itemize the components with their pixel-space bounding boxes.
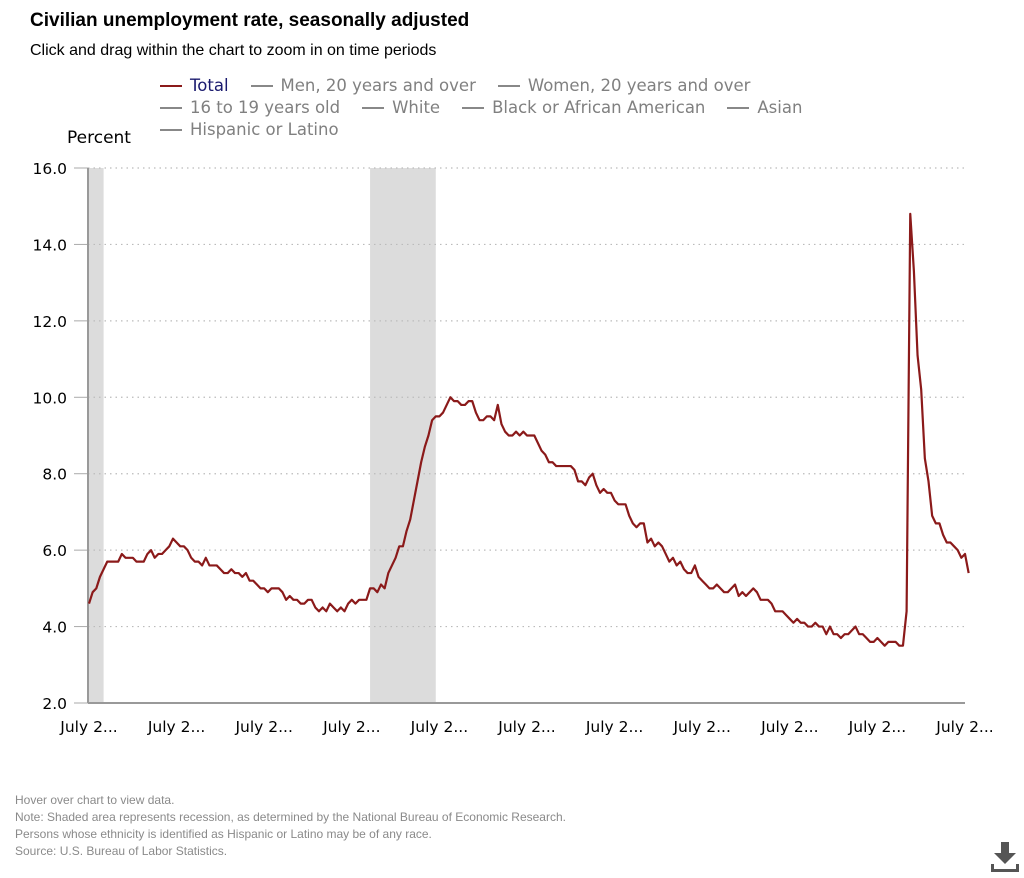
- note-source: Source: U.S. Bureau of Labor Statistics.: [15, 844, 228, 858]
- legend-swatch: [362, 107, 385, 109]
- download-icon: [991, 842, 1019, 872]
- legend-item-women-20-years-and-over[interactable]: Women, 20 years and over: [497, 75, 751, 97]
- chart-title: Civilian unemployment rate, seasonally a…: [30, 10, 470, 31]
- legend-item-white[interactable]: White: [362, 97, 440, 119]
- x-tick-label: July 2...: [322, 718, 380, 736]
- x-tick-label: July 2...: [234, 718, 292, 736]
- recession-band: [89, 168, 104, 703]
- x-tick-label: July 2...: [935, 718, 993, 736]
- note-recession: Note: Shaded area represents recession, …: [15, 810, 566, 824]
- x-tick-label: July 2...: [760, 718, 818, 736]
- chart-plot[interactable]: 2.04.06.08.010.012.014.016.0 July 2... Ju…: [0, 0, 1024, 760]
- legend: Total Men, 20 years and over Women, 20 yea…: [160, 75, 880, 141]
- x-tick-label: July 2...: [147, 718, 205, 736]
- y-axis-ticks: 2.0 4.0 6.0 8.0 10.0 12.0 14.0 16.0: [32, 160, 88, 713]
- legend-row: Hispanic or Latino: [160, 119, 880, 141]
- series-lines[interactable]: [87, 212, 970, 647]
- legend-label: White: [392, 98, 441, 117]
- y-tick-label: 2.0: [42, 695, 67, 713]
- legend-swatch: [250, 85, 273, 87]
- legend-swatch: [160, 107, 182, 109]
- legend-row: Total Men, 20 years and over Women, 20 yea…: [160, 75, 880, 97]
- y-tick-label: 10.0: [32, 389, 67, 407]
- grid-lines: [88, 167, 965, 628]
- x-tick-label: July 2...: [672, 718, 730, 736]
- legend-label: Total: [190, 76, 229, 95]
- y-tick-label: 8.0: [42, 466, 67, 484]
- x-tick-label: July 2...: [59, 718, 117, 736]
- legend-item-men-20-years-and-over[interactable]: Men, 20 years and over: [250, 75, 476, 97]
- x-tick-label: July 2...: [585, 718, 643, 736]
- legend-swatch: [160, 85, 182, 87]
- chart-subtitle: Click and drag within the chart to zoom …: [30, 42, 437, 59]
- legend-item-16-to-19-years-old[interactable]: 16 to 19 years old: [160, 97, 340, 119]
- legend-item-black-or-african-american[interactable]: Black or African American: [462, 97, 705, 119]
- chart-notes: Hover over chart to view data. Note: Sha…: [15, 792, 566, 860]
- legend-label: Women, 20 years and over: [527, 76, 751, 95]
- y-axis-label: Percent: [67, 128, 131, 148]
- y-tick-label: 4.0: [42, 619, 67, 637]
- legend-swatch: [462, 107, 485, 109]
- legend-item-asian[interactable]: Asian: [727, 97, 802, 119]
- axes: [87, 168, 965, 704]
- recession-bands: [89, 168, 436, 703]
- x-tick-label: July 2...: [848, 718, 906, 736]
- x-tick-label: July 2...: [410, 718, 468, 736]
- y-tick-label: 12.0: [32, 313, 67, 331]
- download-button[interactable]: [988, 840, 1022, 874]
- legend-row: 16 to 19 years old White Black or African …: [160, 97, 880, 119]
- note-hispanic: Persons whose ethnicity is identified as…: [15, 827, 432, 841]
- note-hover: Hover over chart to view data.: [15, 793, 175, 807]
- legend-item-total[interactable]: Total: [160, 75, 229, 97]
- series-line-total[interactable]: [87, 212, 970, 647]
- legend-label: Asian: [757, 98, 803, 117]
- legend-label: Men, 20 years and over: [280, 76, 476, 95]
- y-tick-label: 14.0: [32, 236, 67, 254]
- legend-swatch: [727, 107, 750, 109]
- legend-swatch: [160, 129, 182, 131]
- legend-item-hispanic-or-latino[interactable]: Hispanic or Latino: [160, 119, 339, 141]
- legend-label: Hispanic or Latino: [190, 120, 339, 139]
- x-axis-ticks: July 2... July 2... July 2... July 2... July…: [59, 718, 993, 736]
- y-tick-label: 16.0: [32, 160, 67, 178]
- y-tick-label: 6.0: [42, 542, 67, 560]
- legend-swatch: [497, 85, 520, 87]
- legend-label: Black or African American: [492, 98, 706, 117]
- recession-band: [370, 168, 436, 703]
- legend-label: 16 to 19 years old: [190, 98, 341, 117]
- x-tick-label: July 2...: [497, 718, 555, 736]
